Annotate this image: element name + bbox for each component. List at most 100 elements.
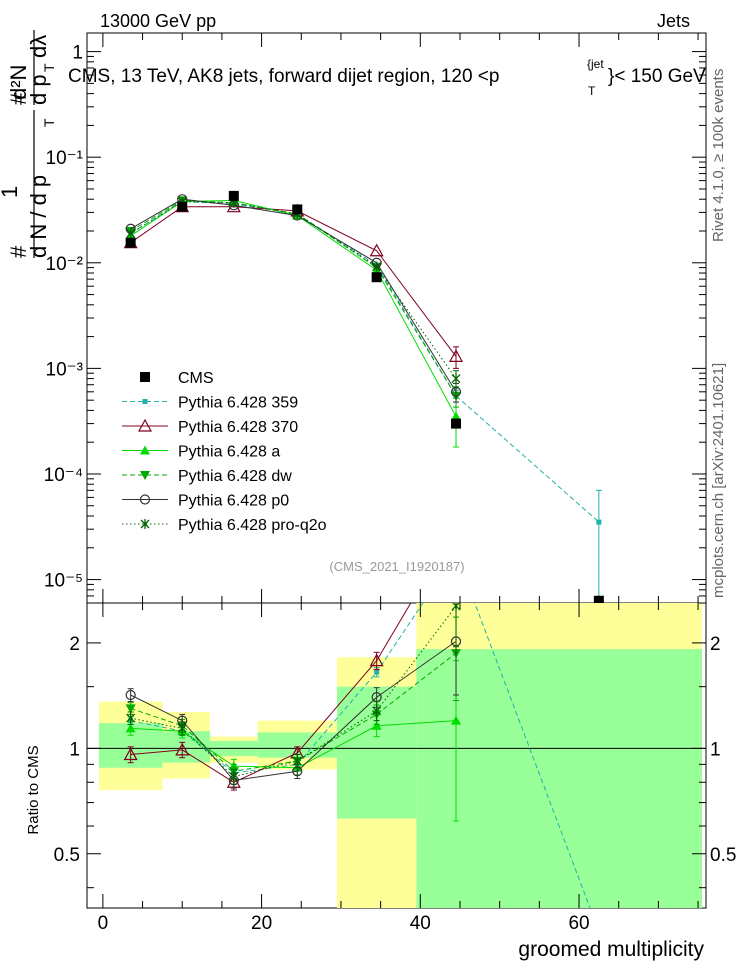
ratio-bands bbox=[87, 603, 706, 908]
legend-item-3: Pythia 6.428 a bbox=[122, 444, 280, 461]
legend-label: Pythia 6.428 359 bbox=[178, 395, 298, 412]
data-point bbox=[454, 551, 459, 556]
data-point bbox=[371, 272, 382, 283]
ratio-y-tick-label-left: 1 bbox=[69, 739, 80, 760]
top-series bbox=[123, 190, 604, 603]
top-series-5 bbox=[126, 196, 461, 389]
band-yellow-low-4 bbox=[336, 818, 417, 908]
data-point bbox=[229, 771, 239, 782]
legend-label: Pythia 6.428 dw bbox=[178, 468, 292, 485]
legend-item-6: Pythia 6.428 pro-q2o bbox=[122, 517, 327, 534]
ratio-y-tick-label-left: 2 bbox=[69, 634, 80, 655]
data-point bbox=[126, 228, 136, 239]
data-point bbox=[125, 723, 136, 733]
side-mcplots-label: mcplots.cern.ch [arXiv:2401.10621] bbox=[710, 363, 727, 598]
ylabel-one: 1 bbox=[0, 186, 22, 198]
top-series-6 bbox=[125, 190, 604, 603]
x-tick-label: 40 bbox=[410, 913, 431, 934]
y-tick-label: 1 bbox=[72, 43, 83, 64]
chart-title-end: }< 150 GeV bbox=[608, 66, 706, 87]
ratio-series-line bbox=[130, 720, 457, 769]
data-point bbox=[126, 713, 136, 724]
legend-item-0: CMS bbox=[140, 370, 214, 387]
band-green-1 bbox=[162, 731, 211, 763]
data-point bbox=[125, 689, 136, 701]
legend-label: Pythia 6.428 370 bbox=[178, 419, 298, 436]
data-point bbox=[369, 243, 384, 257]
top-series-1 bbox=[123, 199, 464, 369]
ratio-series-line bbox=[130, 640, 457, 781]
header-right: Jets bbox=[657, 11, 690, 31]
legend-label: Pythia 6.428 a bbox=[178, 444, 280, 461]
ratio-y-tick-label-right: 2 bbox=[710, 634, 721, 655]
data-point bbox=[228, 190, 239, 201]
data-point bbox=[175, 742, 190, 756]
ylabel-dn-dpt: d N / d p bbox=[26, 175, 51, 258]
data-point bbox=[140, 471, 150, 480]
ylabel-hash-2: # bbox=[6, 92, 31, 105]
data-point bbox=[292, 204, 303, 215]
top-series-4 bbox=[125, 194, 462, 403]
data-point bbox=[125, 704, 136, 714]
legend-item-2: Pythia 6.428 370 bbox=[122, 418, 298, 436]
ylabel-dlambda: dλ bbox=[26, 35, 51, 58]
x-axis-label: groomed multiplicity bbox=[518, 938, 704, 961]
ylabel-dpt: d p bbox=[26, 74, 51, 105]
data-point bbox=[451, 411, 462, 421]
data-point bbox=[177, 723, 187, 734]
data-point bbox=[140, 519, 150, 529]
data-point bbox=[450, 520, 462, 531]
data-point bbox=[593, 595, 604, 603]
legend-label: CMS bbox=[178, 370, 214, 387]
top-series-line bbox=[130, 199, 457, 397]
x-tick-label: 0 bbox=[98, 913, 109, 934]
data-point bbox=[374, 669, 380, 675]
y-tick-label: 10⁻⁴ bbox=[44, 465, 83, 486]
ratio-y-tick-label-right: 0.5 bbox=[710, 845, 736, 866]
data-point bbox=[451, 418, 462, 429]
chart-title-sup: {jet bbox=[587, 57, 604, 71]
data-point bbox=[140, 372, 150, 382]
y-tick-label: 10⁻¹ bbox=[46, 148, 84, 169]
ratio-series-line bbox=[130, 652, 457, 772]
legend-item-5: Pythia 6.428 p0 bbox=[122, 493, 289, 510]
data-point bbox=[137, 418, 153, 432]
ratio-series-line bbox=[130, 603, 412, 783]
data-point bbox=[177, 201, 188, 212]
ratio-y-tick-label-right: 1 bbox=[710, 739, 721, 760]
data-point bbox=[139, 494, 151, 505]
analysis-watermark: (CMS_2021_I1920187) bbox=[329, 559, 464, 574]
data-point bbox=[371, 720, 382, 730]
legend-item-4: Pythia 6.428 dw bbox=[122, 468, 292, 485]
top-series-line bbox=[130, 201, 457, 379]
data-point bbox=[596, 519, 602, 525]
data-point bbox=[292, 756, 302, 767]
legend-label: Pythia 6.428 pro-q2o bbox=[178, 517, 327, 534]
y-tick-label: 10⁻⁵ bbox=[44, 571, 83, 592]
chart-title-sub: T bbox=[588, 84, 596, 98]
data-point bbox=[142, 399, 148, 404]
side-rivet-label: Rivet 4.1.0, ≥ 100k events bbox=[710, 69, 727, 242]
data-point bbox=[451, 603, 461, 611]
data-point bbox=[123, 747, 138, 761]
ylabel-d2n: d²N bbox=[6, 65, 31, 100]
ylabel-hash-1: # bbox=[6, 245, 31, 258]
band-green-5 bbox=[416, 649, 703, 908]
header-left: 13000 GeV pp bbox=[100, 11, 216, 31]
data-point bbox=[369, 653, 384, 667]
top-series-line bbox=[130, 198, 457, 393]
top-series-line bbox=[130, 206, 457, 357]
data-point bbox=[125, 237, 136, 248]
ratio-y-axis-label: Ratio to CMS bbox=[25, 745, 42, 834]
top-series-3 bbox=[125, 196, 462, 408]
chart-title: CMS, 13 TeV, AK8 jets, forward dijet reg… bbox=[68, 66, 499, 87]
bottom-axes: 0 20 40 60 0.5 0.5 1 1 2 2 bbox=[54, 603, 736, 934]
ratio-series-5 bbox=[126, 603, 461, 785]
legend-label: Pythia 6.428 p0 bbox=[178, 493, 289, 510]
ratio-series-line bbox=[130, 605, 457, 778]
data-point bbox=[372, 261, 382, 272]
top-y-label: # d N / d p T 1 # d p T dλ d²N bbox=[0, 30, 57, 258]
top-axes: 10⁻⁵ 10⁻⁴ 10⁻³ 10⁻² 10⁻¹ 1 bbox=[44, 33, 706, 604]
data-point bbox=[596, 929, 601, 934]
